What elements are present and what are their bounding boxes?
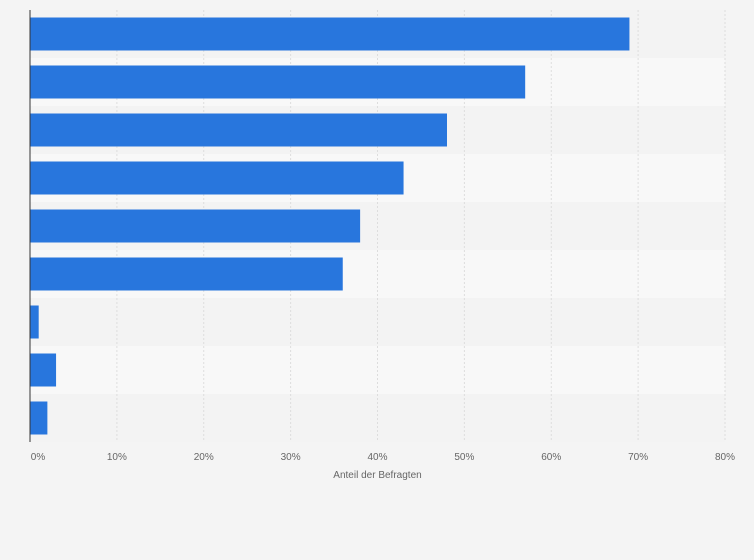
bar[interactable] (30, 65, 526, 99)
x-axis-title: Anteil der Befragten (333, 470, 421, 481)
bar[interactable] (30, 401, 48, 435)
bar[interactable] (30, 113, 447, 147)
x-tick-label: 0% (31, 452, 46, 463)
bar[interactable] (30, 257, 343, 291)
bars (30, 17, 630, 435)
x-tick-label: 50% (454, 452, 474, 463)
bar[interactable] (30, 209, 361, 243)
x-tick-label: 60% (541, 452, 561, 463)
bar[interactable] (30, 17, 630, 51)
x-tick-label: 70% (628, 452, 648, 463)
x-tick-label: 40% (367, 452, 387, 463)
bar[interactable] (30, 353, 57, 387)
x-tick-labels: 0% 10% 20% 30% 40% 50% 60% 70% 80% (31, 452, 735, 463)
x-tick-label: 30% (281, 452, 301, 463)
x-tick-label: 80% (715, 452, 735, 463)
x-tick-label: 10% (107, 452, 127, 463)
x-tick-label: 20% (194, 452, 214, 463)
bar[interactable] (30, 161, 404, 195)
bar[interactable] (30, 305, 39, 339)
